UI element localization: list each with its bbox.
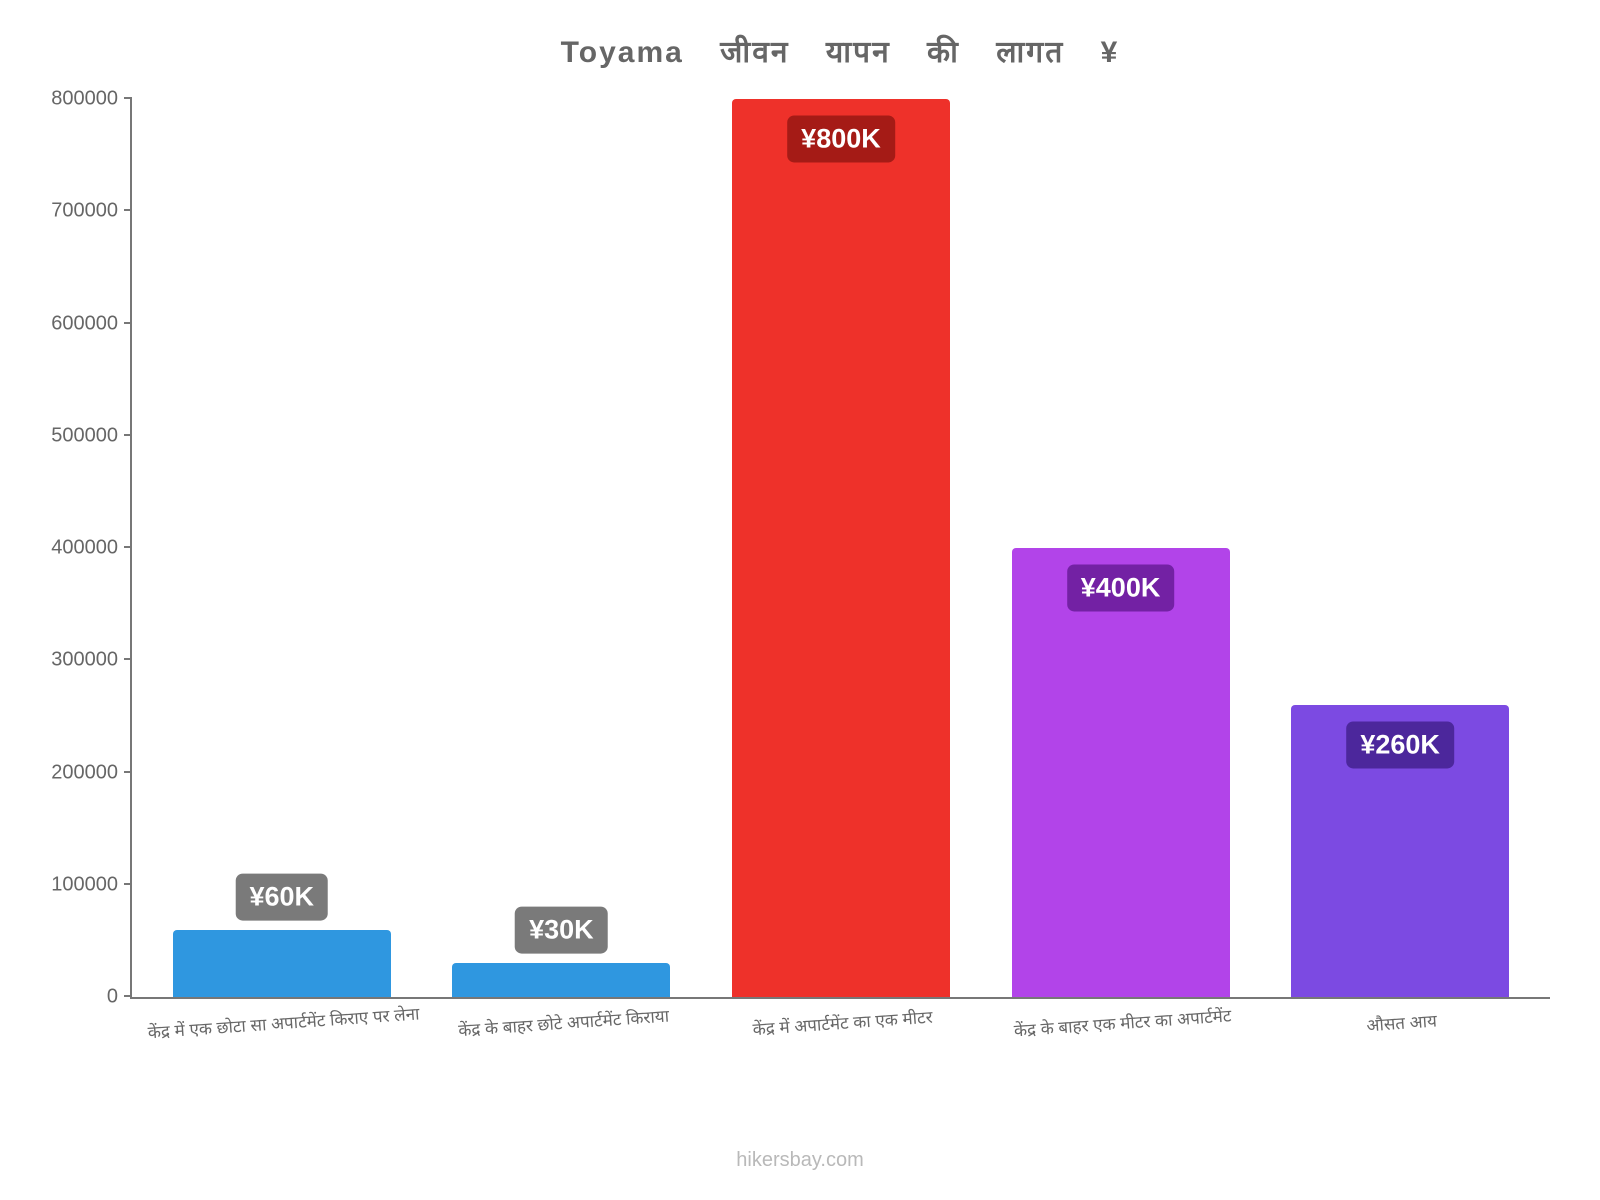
watermark-text: hikersbay.com [736,1149,863,1172]
y-tick-label: 200000 [51,761,118,784]
y-tick-label: 0 [107,986,118,1009]
y-tick-mark [124,883,132,885]
value-badge: ¥60K [236,873,329,920]
y-tick-mark [124,658,132,660]
x-axis-labels: केंद्र में एक छोटा सा अपार्टमेंट किराए प… [132,997,1550,1034]
bar-slot: ¥60K [142,99,422,997]
y-tick-label: 300000 [51,649,118,672]
y-tick-mark [124,546,132,548]
y-tick-mark [124,322,132,324]
value-badge: ¥260K [1346,722,1454,769]
y-tick-mark [124,995,132,997]
y-tick-mark [124,97,132,99]
bar-slot: ¥260K [1260,99,1540,997]
plot-area: ¥60K¥30K¥800K¥400K¥260K केंद्र में एक छो… [130,99,1550,999]
y-tick-label: 400000 [51,537,118,560]
bar-slot: ¥30K [422,99,702,997]
value-badge: ¥400K [1067,564,1175,611]
y-tick-mark [124,434,132,436]
bar: ¥400K [1012,548,1230,997]
y-tick-label: 500000 [51,424,118,447]
chart-title: Toyama जीवन यापन की लागत ¥ [130,30,1550,71]
y-tick-label: 600000 [51,312,118,335]
bar-slot: ¥400K [981,99,1261,997]
bar: ¥260K [1291,705,1509,997]
bar: ¥800K [732,99,950,997]
y-tick-label: 100000 [51,873,118,896]
y-tick-mark [124,209,132,211]
y-tick-label: 800000 [51,88,118,111]
cost-of-living-chart: Toyama जीवन यापन की लागत ¥ ¥60K ¥30K ¥800K… [0,0,1600,1200]
value-badge: ¥800K [787,115,895,162]
y-tick-mark [124,771,132,773]
bar-slot: ¥800K [701,99,981,997]
bars-container: ¥60K ¥30K ¥800K ¥400K ¥260K [132,99,1550,997]
y-tick-label: 700000 [51,200,118,223]
bar: ¥60K [173,930,391,997]
value-badge: ¥30K [515,907,608,954]
